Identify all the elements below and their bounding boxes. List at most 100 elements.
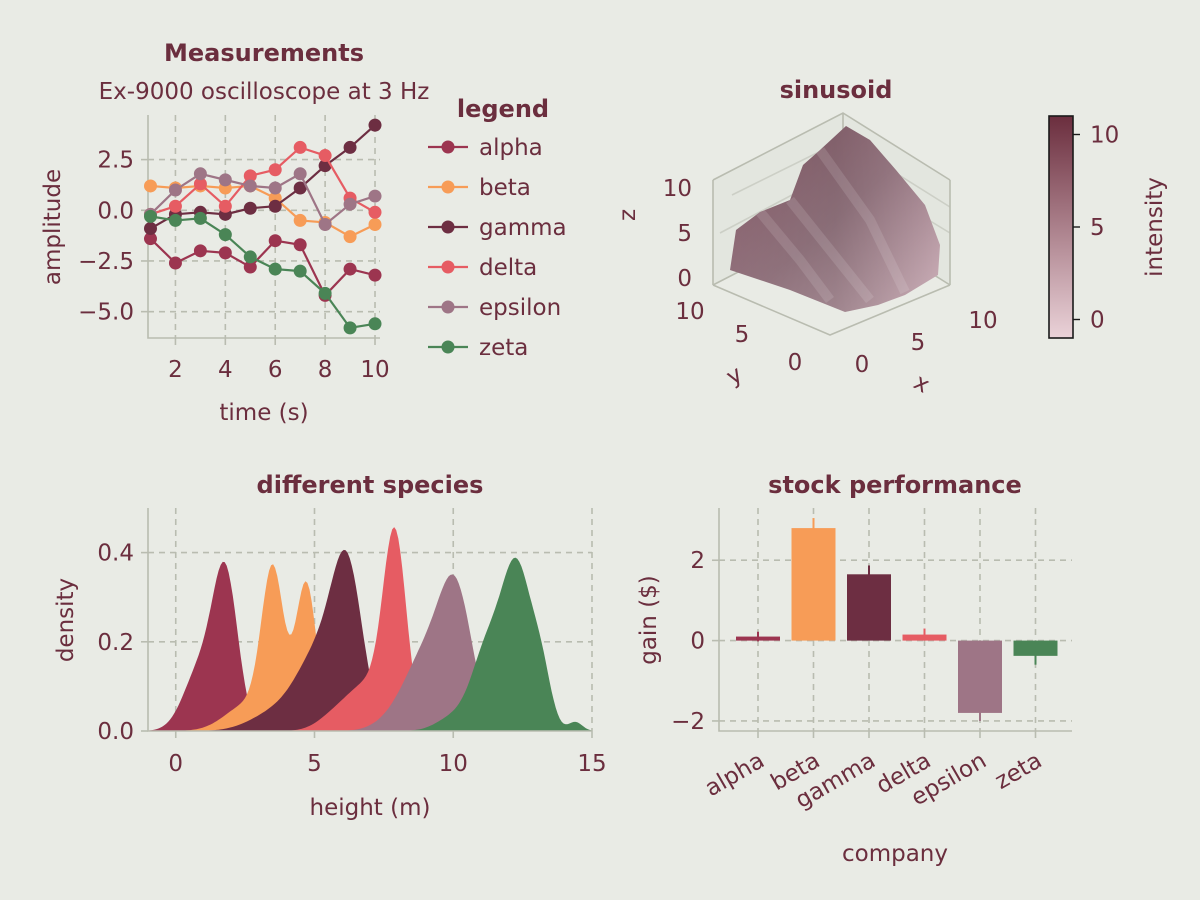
stock-bars [736,518,1058,721]
species-densities [148,527,592,731]
species-chart: different species 0 5 10 15 0.0 0.2 0.4 height… [53,471,607,821]
sinusoid-x-ticks: 0 5 10 x [855,308,998,399]
sinusoid-y-ticks: 10 5 0 y [675,299,802,391]
point-zeta [318,286,332,300]
x-tick-label: 10 [360,357,389,383]
z-tick-10: 10 [663,176,692,202]
point-delta [368,205,382,219]
legend-marker-gamma [441,220,455,234]
point-alpha [143,232,157,246]
y-tick-label: 0.0 [97,198,134,224]
point-zeta [243,250,257,264]
point-delta [193,177,207,191]
stock-title: stock performance [768,471,1022,499]
legend-marker-zeta [441,340,455,354]
density-area-4 [148,527,592,731]
legend-marker-delta [441,260,455,274]
point-delta [268,163,282,177]
density-area-1 [148,561,592,731]
point-gamma [243,201,257,215]
point-alpha [193,244,207,258]
measurements-xlabel: time (s) [219,400,308,426]
x-tick-label-zeta: zeta [991,748,1047,795]
sinusoid-z-ticks: 10 5 0 z [615,176,692,292]
x-axis-label: x [909,369,934,398]
legend-marker-epsilon [441,300,455,314]
point-alpha [243,260,257,274]
point-epsilon [218,173,232,187]
colorbar-tick-label: 5 [1090,215,1105,241]
colorbar-ticks: 0 5 10 [1073,123,1119,334]
point-epsilon [168,183,182,197]
point-gamma [343,140,357,154]
point-epsilon [193,167,207,181]
point-zeta [368,317,382,331]
y-tick-label: 0 [690,629,705,655]
point-zeta [293,264,307,278]
legend-marker-beta [441,180,455,194]
point-beta [293,213,307,227]
series-line-zeta [150,215,376,330]
y-tick-label: −2.5 [78,249,134,275]
point-delta [168,199,182,213]
series-line-delta [150,146,376,216]
measurements-title: Measurements [164,39,364,67]
x-tick-label-alpha: alpha [701,748,769,802]
x-tick-label: 15 [577,751,606,777]
y-tick-label: −2 [671,709,705,735]
measurements-subtitle: Ex-9000 oscilloscope at 3 Hz [99,79,430,105]
legend-label-gamma: gamma [479,215,567,241]
x-tick-label: 6 [268,357,283,383]
sinusoid-chart: sinusoid [615,76,1168,399]
point-zeta [343,321,357,335]
point-alpha [168,256,182,270]
point-delta [243,169,257,183]
y-tick-0: 0 [788,350,803,376]
y-tick-label: −5.0 [78,300,134,326]
point-gamma [368,118,382,132]
x-tick-label: 0 [168,751,183,777]
y-tick-5: 5 [735,322,750,348]
density-area-6 [148,557,592,731]
stock-xlabel: company [842,841,948,867]
point-zeta [168,213,182,227]
bar-beta [791,528,836,641]
x-tick-label: 8 [318,357,333,383]
stock-chart: stock performance 20−2alphabetagammadelt… [636,471,1072,867]
colorbar: 0 5 10 intensity [1048,115,1168,339]
y-tick-10: 10 [675,299,704,325]
colorbar-tick-label: 0 [1090,308,1105,334]
series-line-beta [150,184,376,238]
point-delta [318,149,332,163]
point-epsilon [268,181,282,195]
point-zeta [143,209,157,223]
point-zeta [193,211,207,225]
species-ticks: 0 5 10 15 0.0 0.2 0.4 [97,541,606,777]
point-gamma [293,181,307,195]
point-epsilon [318,217,332,231]
point-beta [343,230,357,244]
colorbar-gradient [1048,115,1074,339]
series-line-epsilon [149,172,376,227]
point-epsilon [368,189,382,203]
y-tick-label: 0.2 [97,630,134,656]
colorbar-label: intensity [1142,177,1168,277]
point-gamma [143,222,157,236]
z-tick-5: 5 [677,221,692,247]
point-alpha [368,268,382,282]
point-delta [218,199,232,213]
y-tick-label: 2 [690,548,705,574]
series-line-alpha [149,237,376,298]
measurements-ticks: 2 4 6 8 10 2.5 0.0 −2.5 −5.0 [78,148,390,383]
y-tick-label: 0.4 [97,541,134,567]
stock-ylabel: gain ($) [636,575,662,665]
point-gamma [268,199,282,213]
y-tick-label: 0.0 [97,719,134,745]
series-line-gamma [149,124,376,230]
x-tick-10: 10 [968,308,997,334]
x-tick-label: 10 [439,751,468,777]
point-alpha [218,246,232,260]
point-epsilon [243,179,257,193]
legend-label-epsilon: epsilon [479,295,561,321]
